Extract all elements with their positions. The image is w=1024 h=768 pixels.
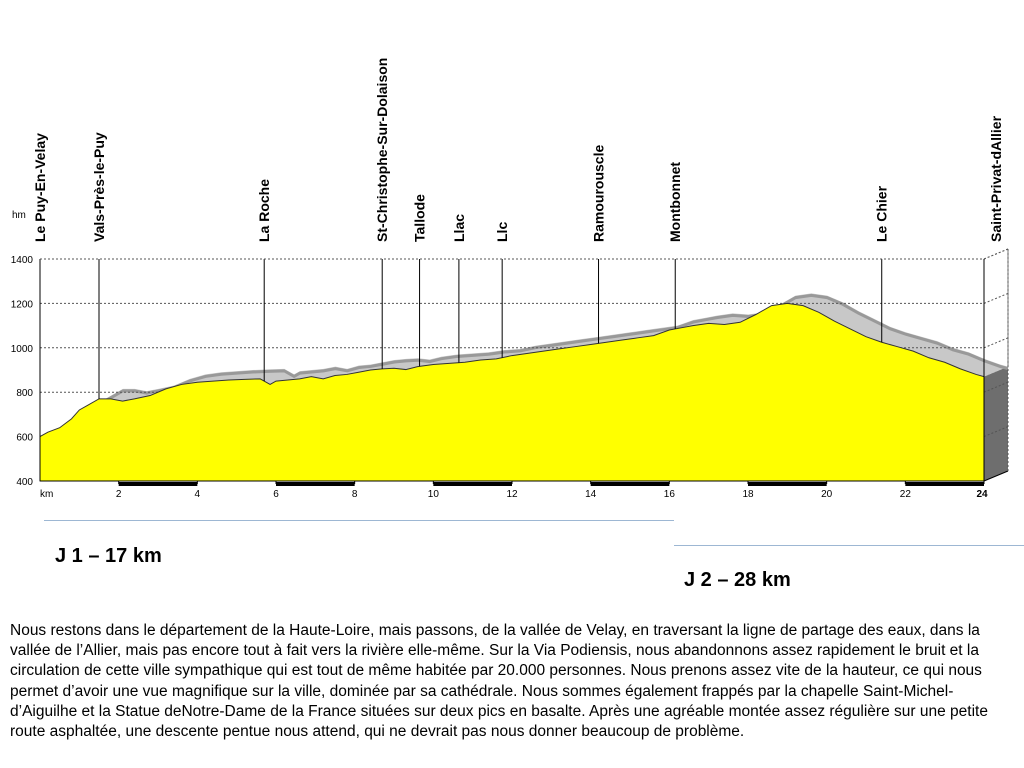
x-tick-label: 10: [428, 489, 440, 500]
side-panel: [984, 366, 1008, 481]
place-label: Montbonnet: [667, 162, 683, 242]
x-tick-label: 6: [273, 489, 279, 500]
x-tick-label: 14: [585, 489, 597, 500]
km-scale-bar: [276, 482, 355, 486]
place-label: Ramourouscle: [591, 145, 607, 242]
place-label: Le Puy-En-Velay: [32, 133, 48, 242]
x-tick-label: 18: [742, 489, 754, 500]
elevation-profile-chart: Le Puy-En-Velay Vals-Près-le-Puy La Roche S…: [11, 58, 1009, 500]
place-label: St-Christophe-Sur-Dolaison: [374, 58, 390, 242]
x-tick-label: 8: [352, 489, 358, 500]
x-tick-label: 2: [116, 489, 122, 500]
y-tick-label: 800: [16, 388, 33, 399]
km-scale-bar: [433, 482, 512, 486]
km-scale-bar: [905, 482, 984, 486]
terrain-shadow: [40, 293, 1009, 437]
stage-description: Nous restons dans le département de la H…: [10, 622, 988, 741]
y-axis-label: hm: [12, 210, 26, 221]
y-tick-label: 600: [16, 433, 33, 444]
km-scale-bar: [748, 482, 827, 486]
gridline-3d: [983, 426, 1009, 438]
x-tick-label: 4: [195, 489, 201, 500]
place-label: La Roche: [256, 179, 272, 242]
gridline-3d: [983, 381, 1009, 393]
place-label: Tallode: [412, 194, 428, 242]
x-axis-label: km: [40, 489, 53, 500]
x-tick-label: 20: [821, 489, 833, 500]
place-markers: Le Puy-En-Velay Vals-Près-le-Puy La Roche S…: [32, 58, 1004, 399]
place-label: Llc: [494, 222, 510, 242]
gridline-3d: [983, 337, 1009, 349]
x-tick-label: 24: [976, 489, 988, 500]
elevation-area: [39, 302, 985, 482]
x-tick-label: 16: [664, 489, 676, 500]
km-scale-bar: [590, 482, 670, 486]
km-scale-bar: [118, 482, 198, 486]
place-label: Le Chier: [874, 185, 890, 242]
elevation-fill: [39, 302, 985, 482]
separator-line-day2: [674, 545, 1024, 546]
side-panel-top: [983, 248, 1009, 378]
separator-line-day1: [44, 520, 674, 521]
x-tick-label: 22: [900, 489, 912, 500]
gridline-3d: [983, 292, 1009, 304]
side-panel-edge: [983, 470, 1009, 482]
x-tick-label: 12: [506, 489, 518, 500]
stage-label-day2: J 2 – 28 km: [684, 569, 791, 591]
y-tick-label: 400: [16, 477, 33, 488]
shadow-ridge: [63, 293, 1009, 430]
y-tick-label: 1200: [11, 299, 34, 310]
gridline-3d: [983, 248, 1009, 260]
place-label: Saint-Privat-dAllier: [988, 115, 1004, 242]
y-tick-label: 1000: [11, 344, 34, 355]
y-tick-label: 1400: [11, 255, 34, 266]
place-label: Llac: [451, 214, 467, 242]
stage-label-day1: J 1 – 17 km: [55, 545, 162, 567]
place-label: Vals-Près-le-Puy: [91, 132, 107, 242]
